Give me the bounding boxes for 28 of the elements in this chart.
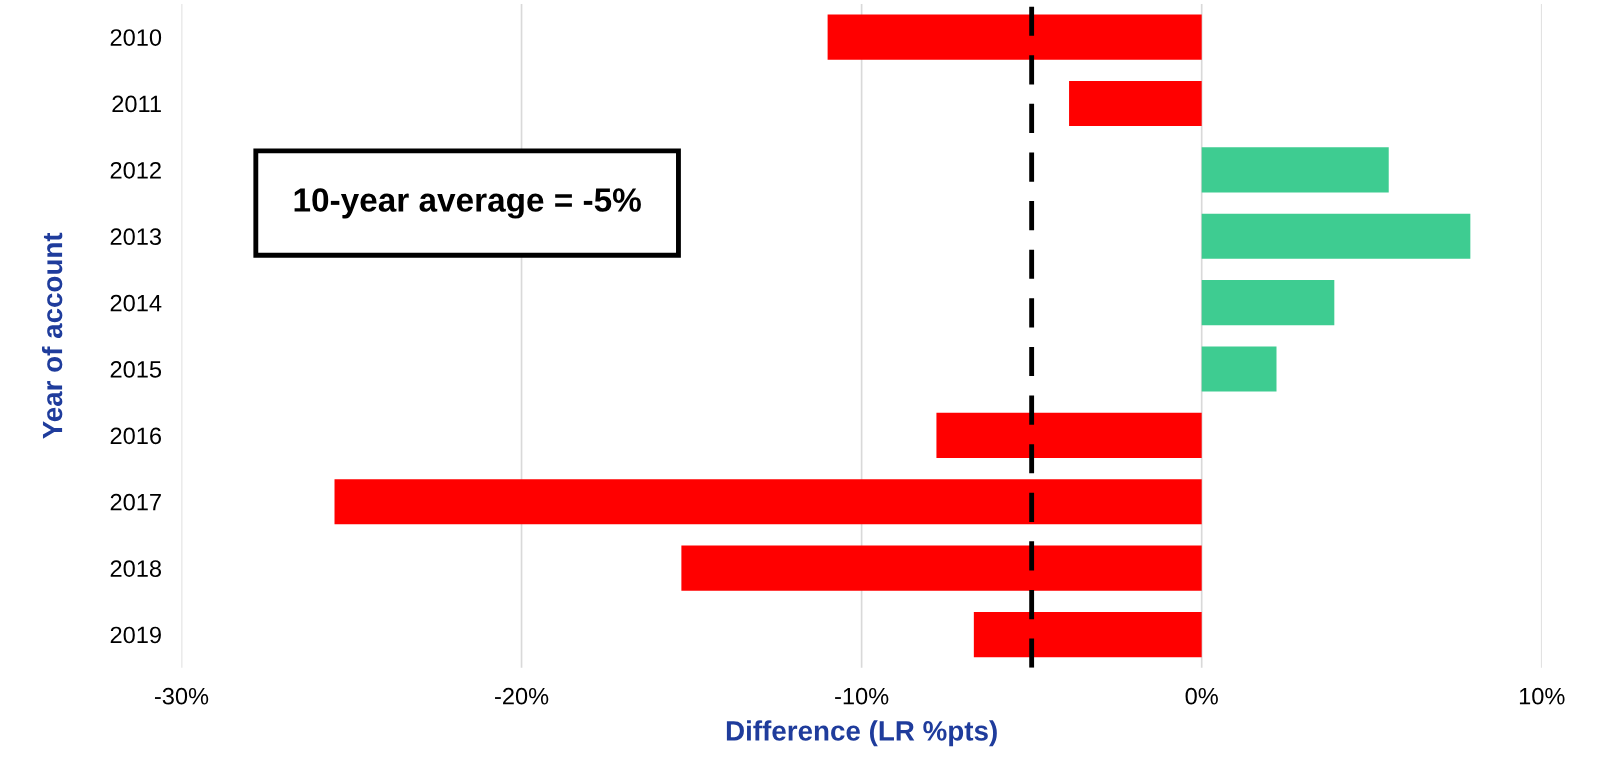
x-tick-label: 10%: [1519, 687, 1565, 705]
bar: [681, 545, 1202, 591]
y-tick-label: 2017: [110, 493, 161, 511]
x-axis-title: Difference (LR %pts): [726, 720, 997, 747]
bar: [1201, 213, 1471, 259]
y-tick-label: 2014: [110, 294, 162, 312]
y-tick-label: 2016: [110, 427, 161, 445]
bar: [936, 412, 1202, 458]
y-tick-label: 2019: [110, 626, 161, 644]
bar: [1201, 147, 1389, 193]
y-tick-label: 2015: [110, 361, 162, 378]
bar: [334, 479, 1202, 525]
annotation: 10-year average = -5%: [294, 188, 641, 219]
x-tick-label: -30%: [154, 687, 209, 705]
x-tick-label: 0%: [1185, 687, 1218, 705]
bar: [1201, 346, 1277, 392]
y-tick-label: 2013: [110, 228, 161, 246]
bar: [827, 14, 1202, 60]
bar: [1069, 80, 1202, 127]
x-tick-label: -10%: [835, 687, 889, 705]
y-tick-label: 2012: [110, 161, 161, 179]
y-tick-label: 2011: [112, 95, 161, 113]
y-tick-label: 2018: [110, 560, 162, 577]
bar: [1201, 280, 1335, 326]
y-tick-label: 2010: [110, 29, 162, 46]
x-tick-label: -20%: [495, 687, 549, 705]
bar: [973, 611, 1202, 658]
y-axis-title: Year of account: [41, 232, 63, 439]
